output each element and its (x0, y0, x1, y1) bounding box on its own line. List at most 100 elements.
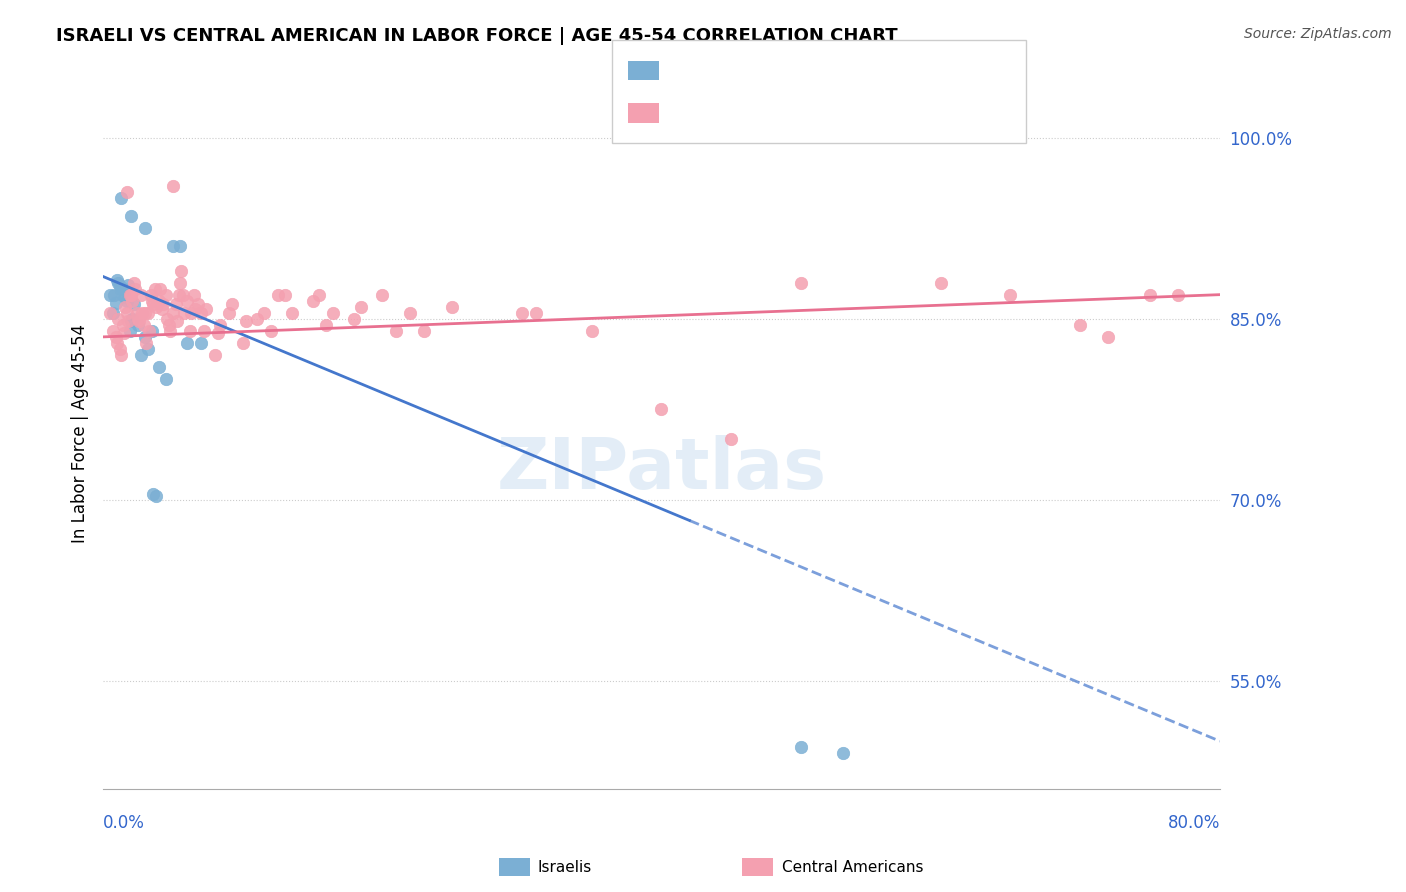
Point (120, 209, 142, 223)
Point (246, 311, 269, 326)
Point (131, 306, 153, 320)
Point (117, 314, 139, 328)
Point (790, 276, 813, 290)
Point (204, 348, 226, 362)
Point (98, 306, 121, 320)
Point (134, 330, 156, 344)
Point (510, 306, 533, 320)
Point (121, 311, 143, 326)
Text: ZIPatlas: ZIPatlas (496, 434, 827, 503)
Point (112, 326, 135, 341)
Point (232, 335, 254, 350)
Point (110, 282, 132, 296)
Point (121, 293, 143, 308)
Point (159, 324, 181, 338)
Point (166, 314, 188, 328)
Text: N = 94: N = 94 (875, 103, 932, 120)
Point (187, 297, 209, 311)
Point (112, 282, 135, 296)
Point (120, 314, 142, 328)
Point (122, 297, 145, 311)
Point (1139, 287, 1161, 301)
Text: ISRAELI VS CENTRAL AMERICAN IN LABOR FORCE | AGE 45-54 CORRELATION CHART: ISRAELI VS CENTRAL AMERICAN IN LABOR FOR… (56, 27, 898, 45)
Point (209, 318, 232, 332)
Point (1167, 287, 1189, 301)
Point (350, 300, 373, 314)
Point (129, 348, 152, 362)
Point (117, 278, 139, 293)
Point (122, 276, 145, 290)
Point (152, 297, 174, 311)
Point (524, 306, 547, 320)
Point (135, 335, 157, 350)
Text: Central Americans: Central Americans (782, 860, 924, 874)
Point (169, 239, 191, 253)
Point (125, 306, 148, 320)
Point (1000, 287, 1022, 301)
Point (167, 287, 190, 301)
Point (124, 282, 146, 296)
Text: 80.0%: 80.0% (1167, 814, 1220, 832)
Point (141, 293, 163, 308)
Point (441, 300, 464, 314)
Point (790, 740, 813, 755)
Point (170, 263, 193, 277)
Point (162, 306, 184, 320)
Point (195, 302, 218, 317)
Point (273, 287, 295, 301)
Point (114, 290, 136, 304)
Point (183, 287, 205, 301)
Point (141, 324, 163, 338)
Point (110, 191, 132, 205)
Point (1097, 330, 1119, 344)
Point (114, 300, 136, 314)
Point (179, 324, 201, 338)
Y-axis label: In Labor Force | Age 45-54: In Labor Force | Age 45-54 (72, 324, 89, 543)
Point (118, 324, 141, 338)
Text: N = 35: N = 35 (875, 60, 932, 78)
Point (371, 287, 394, 301)
Point (111, 287, 134, 301)
Point (322, 306, 344, 320)
Point (165, 297, 187, 311)
Point (155, 372, 177, 386)
Point (190, 306, 212, 320)
Point (176, 335, 198, 350)
Point (150, 302, 173, 317)
Point (207, 326, 229, 341)
Point (108, 279, 131, 293)
Point (142, 297, 165, 311)
Point (107, 276, 129, 290)
Point (105, 273, 128, 287)
Point (148, 293, 170, 308)
Point (253, 306, 276, 320)
Point (115, 293, 138, 308)
Point (581, 324, 603, 338)
Point (111, 318, 134, 332)
Point (139, 287, 162, 301)
Point (148, 359, 170, 374)
Point (280, 306, 302, 320)
Point (108, 342, 131, 356)
Point (145, 300, 167, 314)
Point (720, 433, 742, 447)
Point (156, 311, 179, 326)
Point (180, 306, 202, 320)
Point (157, 318, 180, 332)
Point (343, 311, 366, 326)
Point (132, 318, 155, 332)
Point (308, 287, 330, 301)
Point (184, 302, 207, 317)
Point (110, 348, 132, 362)
Text: Source: ZipAtlas.com: Source: ZipAtlas.com (1244, 27, 1392, 41)
Point (173, 306, 195, 320)
Point (101, 324, 124, 338)
Point (413, 324, 436, 338)
Text: 0.0%: 0.0% (103, 814, 145, 832)
Point (128, 314, 150, 328)
Point (149, 282, 172, 296)
Point (104, 330, 127, 344)
Point (120, 287, 142, 301)
Point (134, 221, 156, 235)
Point (650, 402, 672, 417)
